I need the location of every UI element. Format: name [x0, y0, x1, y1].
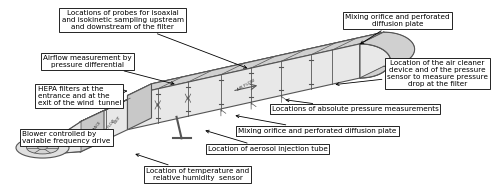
- Text: Location of temperature and
relative humidity  sensor: Location of temperature and relative hum…: [136, 154, 249, 181]
- Polygon shape: [80, 111, 104, 152]
- Text: AIR FLOW: AIR FLOW: [236, 79, 256, 92]
- Text: Location of aerosol injection tube: Location of aerosol injection tube: [206, 130, 328, 152]
- Text: HEPA filters at the
entrance and at the
exit of the wind  tunnel: HEPA filters at the entrance and at the …: [38, 86, 126, 105]
- Polygon shape: [50, 121, 81, 154]
- Text: Location of the air cleaner
device and of the pressure
sensor to measure pressur: Location of the air cleaner device and o…: [336, 60, 488, 87]
- Polygon shape: [360, 44, 390, 78]
- Circle shape: [26, 142, 58, 154]
- Text: Mixing orifice and perforated diffusion plate: Mixing orifice and perforated diffusion …: [236, 115, 396, 134]
- Polygon shape: [360, 32, 384, 78]
- Polygon shape: [80, 88, 152, 122]
- Text: Locations of absolute pressure measurements: Locations of absolute pressure measureme…: [272, 99, 438, 112]
- Text: ENTRANCE: ENTRANCE: [88, 120, 102, 138]
- Polygon shape: [128, 32, 384, 96]
- Polygon shape: [152, 32, 384, 118]
- Text: EXIT: EXIT: [114, 115, 122, 125]
- Polygon shape: [128, 32, 384, 96]
- Text: Airflow measurement by
pressure differential: Airflow measurement by pressure differen…: [43, 55, 174, 85]
- Text: AIR FLOW: AIR FLOW: [103, 119, 117, 135]
- Text: Blower controlled by
variable frequency drive: Blower controlled by variable frequency …: [22, 131, 111, 144]
- Circle shape: [16, 137, 69, 158]
- Polygon shape: [80, 99, 128, 152]
- Polygon shape: [128, 44, 360, 130]
- Polygon shape: [128, 84, 152, 130]
- Circle shape: [38, 146, 48, 150]
- Polygon shape: [360, 32, 414, 78]
- Text: Mixing orifice and perforated
diffusion plate: Mixing orifice and perforated diffusion …: [345, 14, 450, 44]
- Text: Locations of probes for isoaxial
and isokinetic sampling upstream
and downstream: Locations of probes for isoaxial and iso…: [62, 11, 246, 68]
